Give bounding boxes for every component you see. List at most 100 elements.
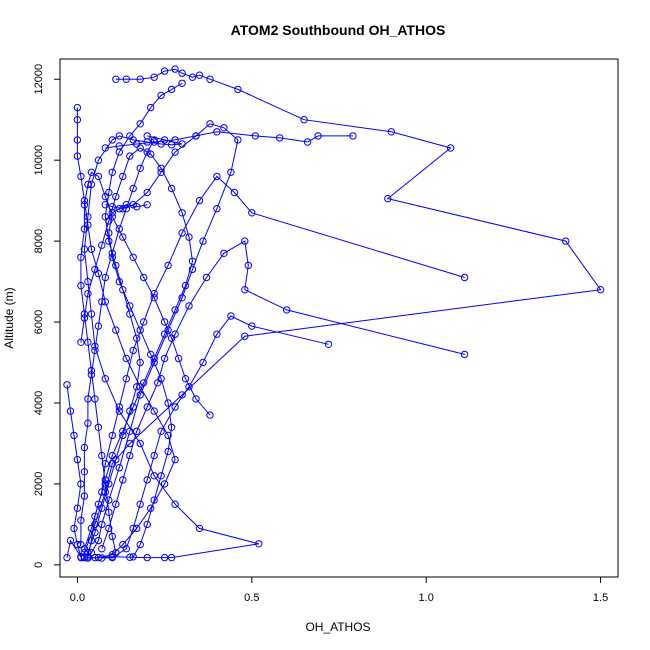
- data-point: [241, 286, 249, 294]
- data-point: [126, 407, 134, 415]
- data-point: [171, 500, 179, 508]
- data-point: [77, 516, 85, 524]
- data-point: [91, 346, 99, 355]
- data-point: [91, 265, 99, 274]
- data-point: [230, 188, 239, 197]
- data-series: [98, 237, 469, 553]
- data-point: [122, 354, 131, 363]
- data-point: [143, 403, 151, 411]
- data-point: [98, 545, 106, 553]
- data-point: [446, 144, 455, 152]
- data-point: [164, 431, 172, 440]
- data-point: [129, 346, 137, 355]
- y-axis-label: Altitude (m): [2, 287, 16, 348]
- data-point: [77, 172, 85, 181]
- data-point: [164, 261, 172, 270]
- data-point: [105, 496, 113, 504]
- data-point: [101, 273, 110, 282]
- data-point: [241, 332, 249, 340]
- data-point: [84, 549, 92, 557]
- x-tick-label: 1.5: [593, 592, 608, 604]
- data-point: [112, 261, 120, 270]
- data-point: [220, 124, 228, 132]
- data-point: [157, 427, 165, 435]
- y-tick-label: 8000: [33, 229, 45, 253]
- data-point: [349, 132, 357, 140]
- data-point: [147, 103, 155, 112]
- data-series-group: [63, 65, 605, 562]
- data-point: [199, 358, 207, 367]
- data-point: [227, 168, 235, 177]
- data-point: [108, 249, 117, 258]
- data-point: [596, 286, 605, 294]
- data-point: [171, 403, 179, 411]
- data-point: [143, 476, 151, 484]
- data-point: [122, 205, 131, 213]
- data-point: [73, 116, 82, 124]
- data-point: [91, 395, 99, 403]
- data-point: [91, 528, 99, 537]
- data-point: [129, 524, 137, 533]
- data-point: [143, 201, 151, 209]
- data-point: [70, 524, 78, 533]
- data-point: [80, 245, 89, 253]
- data-point: [73, 136, 82, 144]
- series-line: [80, 171, 211, 553]
- data-point: [108, 136, 117, 144]
- data-point: [115, 464, 124, 472]
- data-point: [244, 261, 253, 270]
- data-point: [94, 156, 103, 164]
- data-point: [206, 75, 214, 83]
- data-point: [150, 472, 158, 480]
- data-point: [112, 500, 120, 508]
- data-point: [167, 141, 176, 149]
- data-point: [126, 553, 134, 561]
- data-point: [167, 85, 176, 94]
- x-tick-label: 0.5: [244, 592, 259, 604]
- chart-title: ATOM2 Southbound OH_ATHOS: [231, 22, 446, 38]
- data-point: [384, 194, 392, 203]
- data-point: [94, 172, 103, 181]
- y-tick-label: 0: [33, 562, 45, 568]
- data-point: [66, 407, 75, 415]
- data-point: [98, 504, 106, 512]
- data-point: [136, 164, 144, 173]
- data-point: [157, 164, 165, 173]
- data-point: [160, 480, 169, 488]
- x-axis-label: OH_ATHOS: [305, 620, 370, 634]
- data-point: [213, 172, 221, 181]
- data-point: [150, 136, 158, 144]
- data-point: [178, 209, 186, 217]
- data-point: [105, 237, 113, 245]
- data-point: [105, 229, 113, 237]
- data-point: [562, 237, 570, 245]
- y-tick-label: 2000: [33, 472, 45, 496]
- data-point: [150, 138, 158, 146]
- data-point: [98, 488, 106, 496]
- data-point: [108, 209, 117, 217]
- data-point: [112, 75, 120, 83]
- data-point: [94, 322, 103, 330]
- data-point: [101, 144, 110, 152]
- y-tick-label: 6000: [33, 310, 45, 334]
- plot-frame: [59, 58, 619, 578]
- data-point: [167, 423, 176, 431]
- data-point: [147, 350, 155, 359]
- data-point: [136, 500, 144, 508]
- data-point: [174, 354, 183, 363]
- data-point: [80, 225, 89, 233]
- data-point: [234, 136, 242, 144]
- data-point: [160, 136, 169, 144]
- data-point: [140, 318, 148, 326]
- data-point: [87, 371, 96, 379]
- y-axis: 0 2000 4000 6000 8000 10000 12000: [33, 64, 60, 568]
- data-point: [119, 286, 127, 294]
- data-point: [206, 411, 214, 419]
- data-point: [84, 180, 92, 189]
- data-point: [150, 451, 158, 460]
- data-point: [136, 358, 144, 367]
- data-point: [324, 340, 333, 348]
- data-point: [213, 330, 221, 338]
- data-point: [303, 138, 312, 146]
